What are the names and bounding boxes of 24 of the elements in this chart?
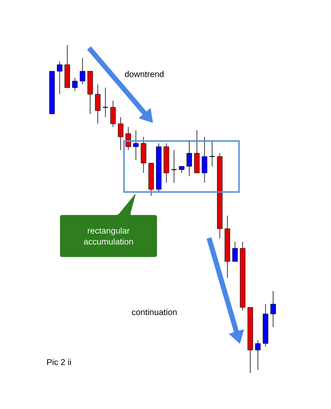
candlestick xyxy=(202,136,208,184)
candlestick xyxy=(102,87,108,118)
candlestick xyxy=(194,130,200,174)
candlestick xyxy=(72,78,78,92)
candlestick xyxy=(110,100,116,128)
candlestick xyxy=(186,140,192,177)
candlestick xyxy=(118,116,124,150)
annotation: continuation xyxy=(132,308,177,316)
annotation: downtrend xyxy=(124,70,164,78)
candlestick xyxy=(95,84,100,124)
candlestick xyxy=(80,58,86,85)
candlestick xyxy=(56,61,62,95)
candlestick xyxy=(270,290,276,328)
candlestick xyxy=(171,150,177,184)
annotation: Pic 2 ii xyxy=(47,358,71,366)
candlestick xyxy=(133,130,139,160)
candlestick xyxy=(64,44,70,88)
candlestick xyxy=(126,126,131,150)
candlestick xyxy=(232,242,238,262)
annotation: rectangular accumulation xyxy=(84,227,133,245)
candlestick xyxy=(255,340,261,370)
candlestick xyxy=(140,136,146,174)
candlestick xyxy=(87,70,93,114)
candlestick xyxy=(209,140,216,167)
